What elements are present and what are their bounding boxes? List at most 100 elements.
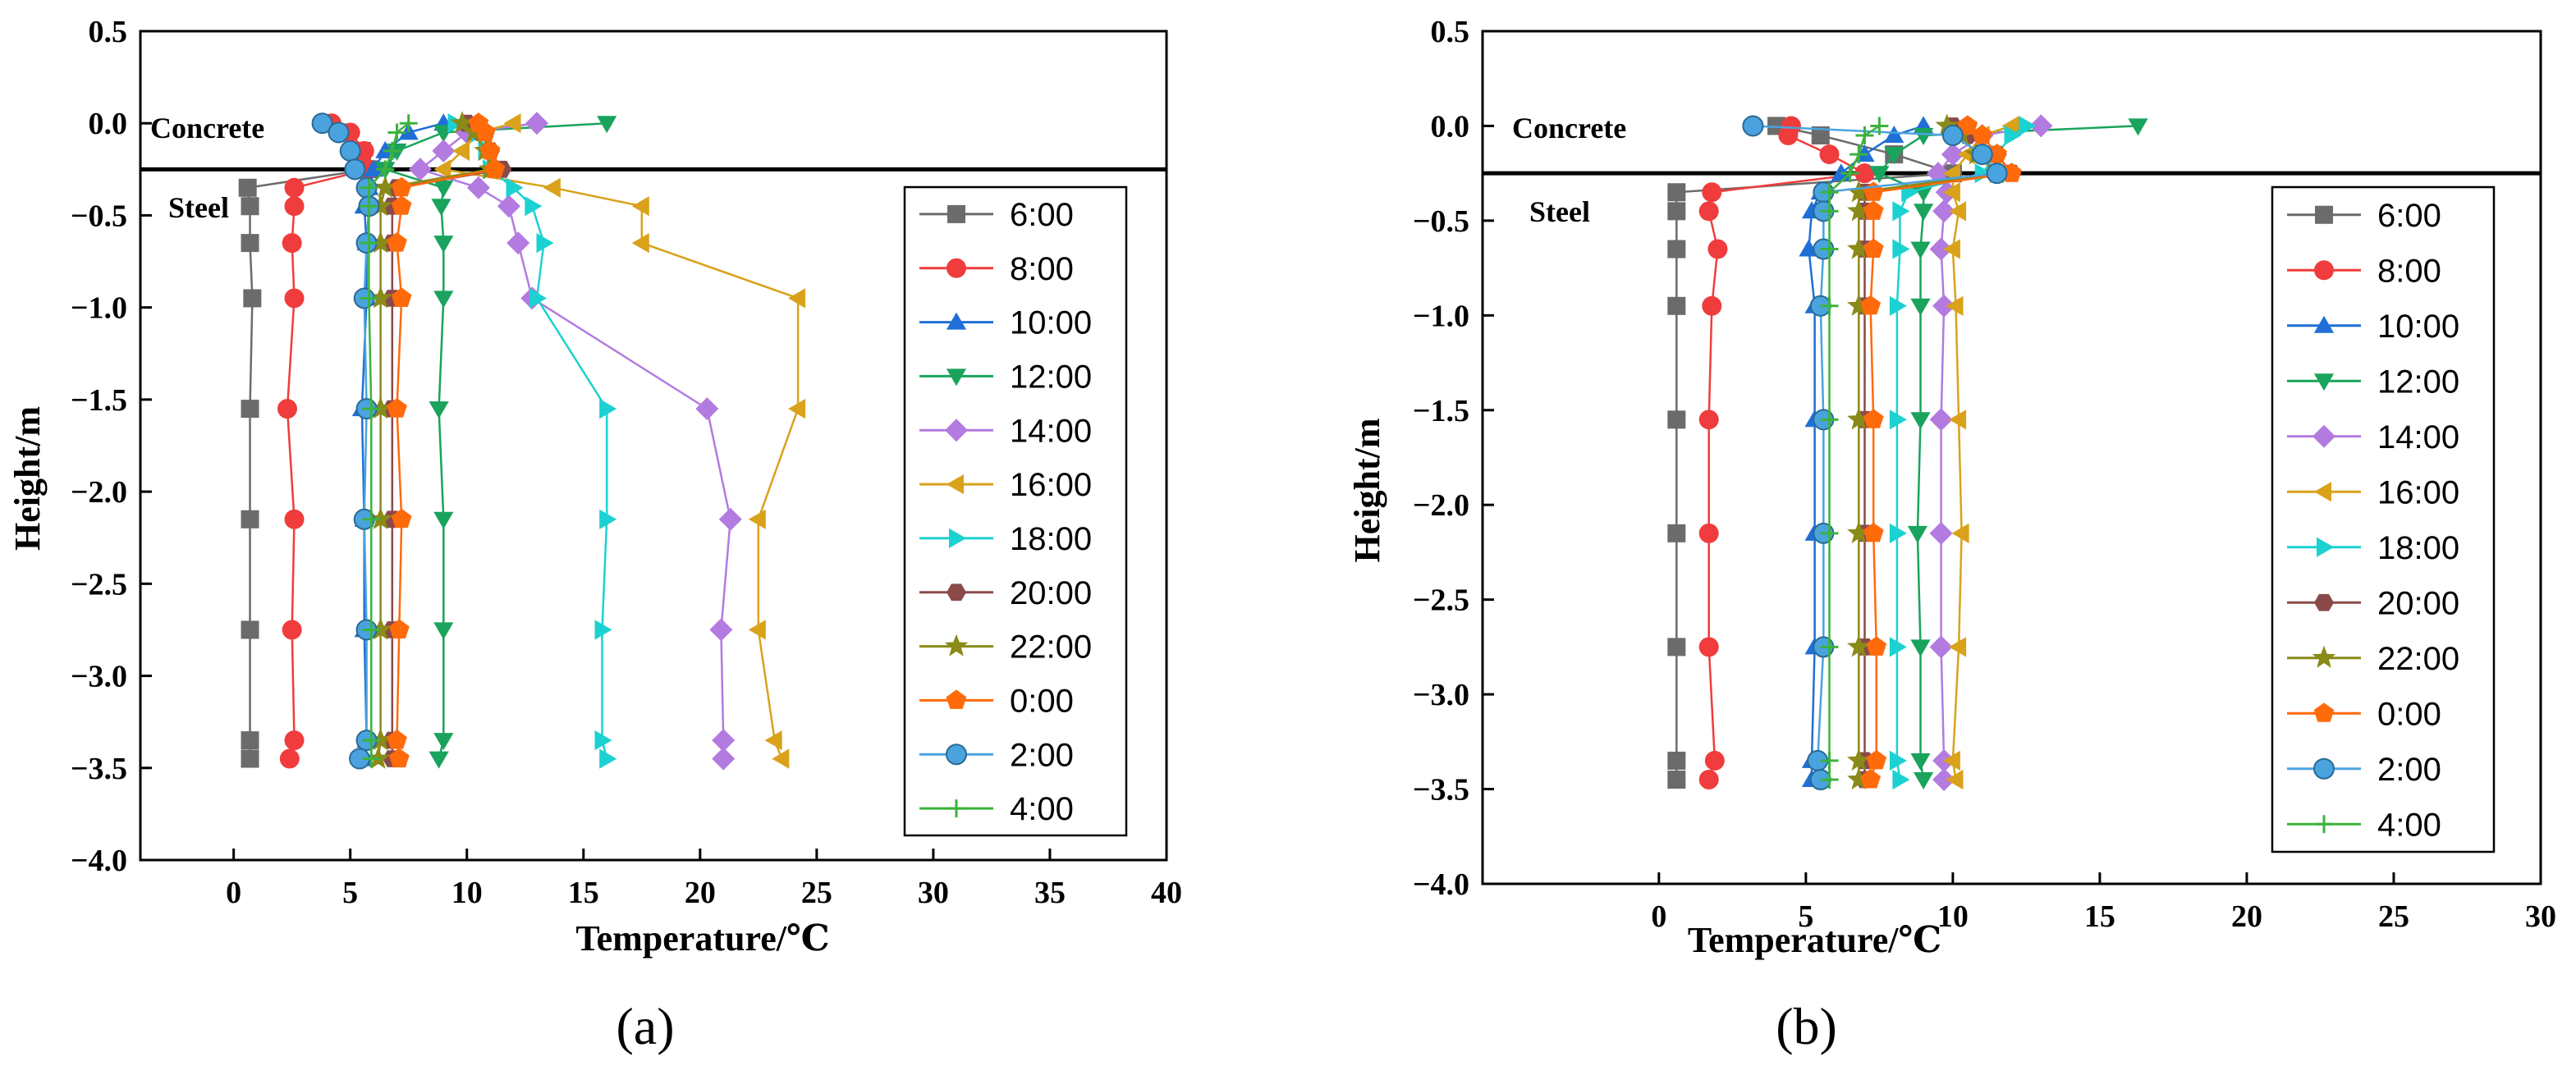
data-point bbox=[328, 121, 350, 144]
legend-item: 4:00 bbox=[2287, 807, 2441, 843]
legend-marker bbox=[2314, 260, 2334, 281]
data-point bbox=[1884, 147, 1904, 165]
data-point bbox=[1929, 521, 1953, 545]
data-point bbox=[599, 748, 617, 769]
data-point bbox=[369, 728, 392, 751]
data-point bbox=[1698, 523, 1719, 543]
data-point bbox=[1820, 296, 1839, 315]
x-tick-label: 15 bbox=[2084, 899, 2115, 934]
data-point bbox=[284, 177, 305, 198]
data-point bbox=[1914, 772, 1934, 789]
concrete-region-label: Concrete bbox=[1512, 112, 1626, 144]
data-point bbox=[369, 506, 392, 529]
data-point bbox=[1698, 637, 1719, 657]
legend-marker bbox=[946, 689, 967, 709]
legend-marker bbox=[2314, 593, 2334, 611]
y-tick-label: −1.0 bbox=[1413, 299, 1469, 333]
data-point bbox=[1702, 295, 1722, 316]
data-point bbox=[1866, 749, 1887, 770]
data-point bbox=[450, 111, 474, 134]
data-point bbox=[279, 748, 300, 769]
data-point bbox=[238, 178, 257, 197]
legend-item: 2:00 bbox=[919, 737, 1074, 773]
panel-label: (b) bbox=[1776, 997, 1837, 1055]
data-point bbox=[429, 751, 449, 769]
data-point bbox=[1941, 143, 1964, 167]
data-point bbox=[1698, 410, 1719, 430]
data-point bbox=[1667, 524, 1686, 542]
legend-item: 8:00 bbox=[919, 251, 1074, 287]
data-point bbox=[475, 121, 496, 141]
data-point bbox=[788, 288, 806, 309]
x-tick-label: 15 bbox=[568, 876, 599, 910]
data-point bbox=[1704, 750, 1725, 771]
data-point bbox=[525, 196, 543, 217]
data-point bbox=[1986, 162, 2008, 185]
legend-label: 6:00 bbox=[1010, 197, 1074, 233]
data-point bbox=[1847, 180, 1871, 203]
data-point bbox=[369, 617, 392, 640]
legend-marker bbox=[947, 258, 966, 278]
legend-label: 14:00 bbox=[2377, 419, 2459, 455]
x-tick-label: 40 bbox=[1151, 876, 1182, 910]
y-tick-label: −2.5 bbox=[71, 567, 127, 602]
data-point bbox=[243, 289, 262, 308]
data-point bbox=[391, 287, 412, 307]
data-point bbox=[1820, 183, 1839, 202]
data-point bbox=[1889, 750, 1907, 771]
y-axis-title: Height/m bbox=[7, 406, 48, 551]
legend-label: 22:00 bbox=[1010, 629, 1092, 666]
y-tick-label: 0.5 bbox=[89, 15, 128, 49]
series-line bbox=[391, 122, 504, 759]
data-point bbox=[1941, 124, 1964, 146]
data-point bbox=[1932, 768, 1956, 791]
data-point bbox=[362, 620, 381, 639]
legend-marker bbox=[2313, 702, 2335, 722]
x-tick-label: 30 bbox=[918, 876, 949, 910]
data-point bbox=[503, 113, 521, 134]
data-point bbox=[788, 399, 806, 419]
data-point bbox=[1910, 639, 1931, 657]
series-12-00 bbox=[1869, 118, 2148, 789]
legend-label: 0:00 bbox=[2377, 696, 2441, 732]
data-point bbox=[387, 730, 407, 749]
legend-box bbox=[2271, 185, 2496, 853]
data-point bbox=[1889, 295, 1907, 316]
series-4-00 bbox=[1820, 117, 1889, 789]
legend-item: 10:00 bbox=[919, 305, 1092, 341]
data-point bbox=[1866, 636, 1887, 656]
series-line bbox=[1937, 125, 2042, 780]
data-point bbox=[497, 194, 520, 218]
x-tick-label: 30 bbox=[2525, 899, 2556, 934]
legend-item: 0:00 bbox=[919, 683, 1074, 719]
data-point bbox=[408, 158, 432, 181]
legend-marker bbox=[2315, 815, 2333, 834]
data-point bbox=[1847, 520, 1871, 543]
data-point bbox=[599, 509, 617, 529]
legend-marker bbox=[2315, 205, 2333, 224]
data-point bbox=[1667, 638, 1686, 657]
legend-label: 8:00 bbox=[1010, 251, 1074, 287]
data-point bbox=[344, 158, 366, 181]
data-point bbox=[631, 233, 649, 254]
legend-marker bbox=[947, 799, 965, 818]
legend-marker bbox=[947, 474, 964, 495]
legend-marker bbox=[946, 744, 967, 766]
legend-item: 14:00 bbox=[919, 413, 1092, 449]
data-point bbox=[399, 114, 418, 133]
legend-label: 16:00 bbox=[1010, 467, 1092, 503]
data-point bbox=[1942, 750, 1960, 771]
x-tick-label: 0 bbox=[226, 876, 241, 910]
data-point bbox=[1698, 201, 1719, 222]
y-tick-label: −3.5 bbox=[1413, 773, 1469, 808]
data-point bbox=[1929, 635, 1953, 659]
data-point bbox=[1892, 769, 1910, 790]
legend-label: 0:00 bbox=[1010, 683, 1074, 719]
steel-region-label: Steel bbox=[168, 191, 229, 224]
legend-label: 12:00 bbox=[1010, 359, 1092, 395]
series-line bbox=[455, 122, 608, 759]
data-point bbox=[362, 749, 381, 768]
data-point bbox=[1869, 166, 1890, 184]
chart-panel-a: 0.5 0.0 −0.5 −1.0 −1.5 −2.0 −2.5 −3.0 −3.5 −4.0 0 5… bbox=[7, 15, 1182, 1055]
